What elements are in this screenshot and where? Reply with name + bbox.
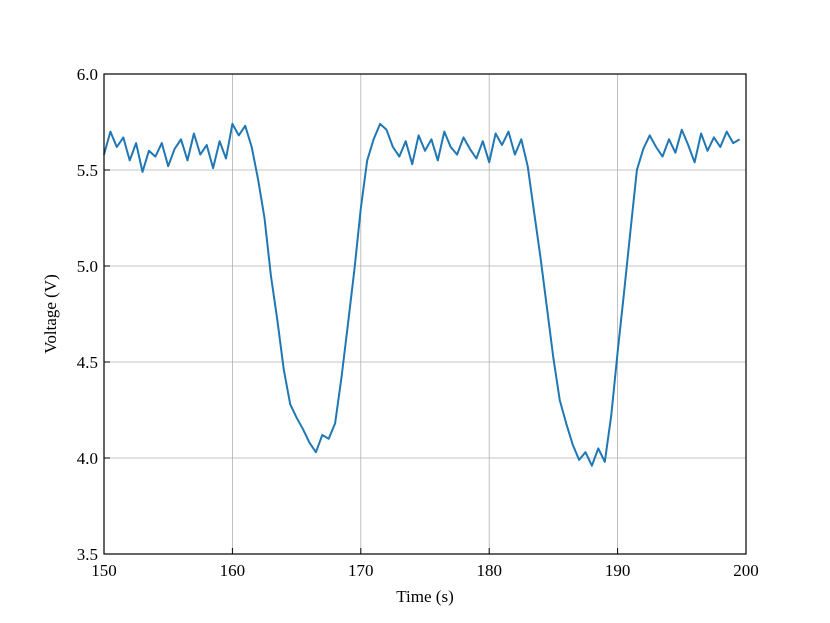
x-tick-label: 180 (476, 561, 502, 580)
y-tick-label: 5.5 (77, 161, 98, 180)
x-tick-label: 190 (605, 561, 631, 580)
y-tick-label: 5.0 (77, 257, 98, 276)
x-tick-label: 200 (733, 561, 759, 580)
tick-labels: 150 160 170 180 190 200 3.5 4.0 4.5 5.0 5.5 6.0 (77, 65, 759, 580)
plot-frame (103, 73, 747, 555)
series (103, 122, 741, 467)
series-line (103, 122, 741, 467)
x-tick-label: 150 (91, 561, 117, 580)
y-tick-label: 4.5 (77, 353, 98, 372)
x-tick-label: 160 (220, 561, 246, 580)
grid (103, 73, 747, 555)
y-tick-label: 6.0 (77, 65, 98, 84)
y-tick-label: 3.5 (77, 545, 98, 564)
x-axis-label: Time (s) (396, 587, 453, 606)
x-tick-label: 170 (348, 561, 374, 580)
y-tick-label: 4.0 (77, 449, 98, 468)
y-axis-label: Voltage (V) (41, 274, 60, 353)
ticks (103, 73, 747, 555)
